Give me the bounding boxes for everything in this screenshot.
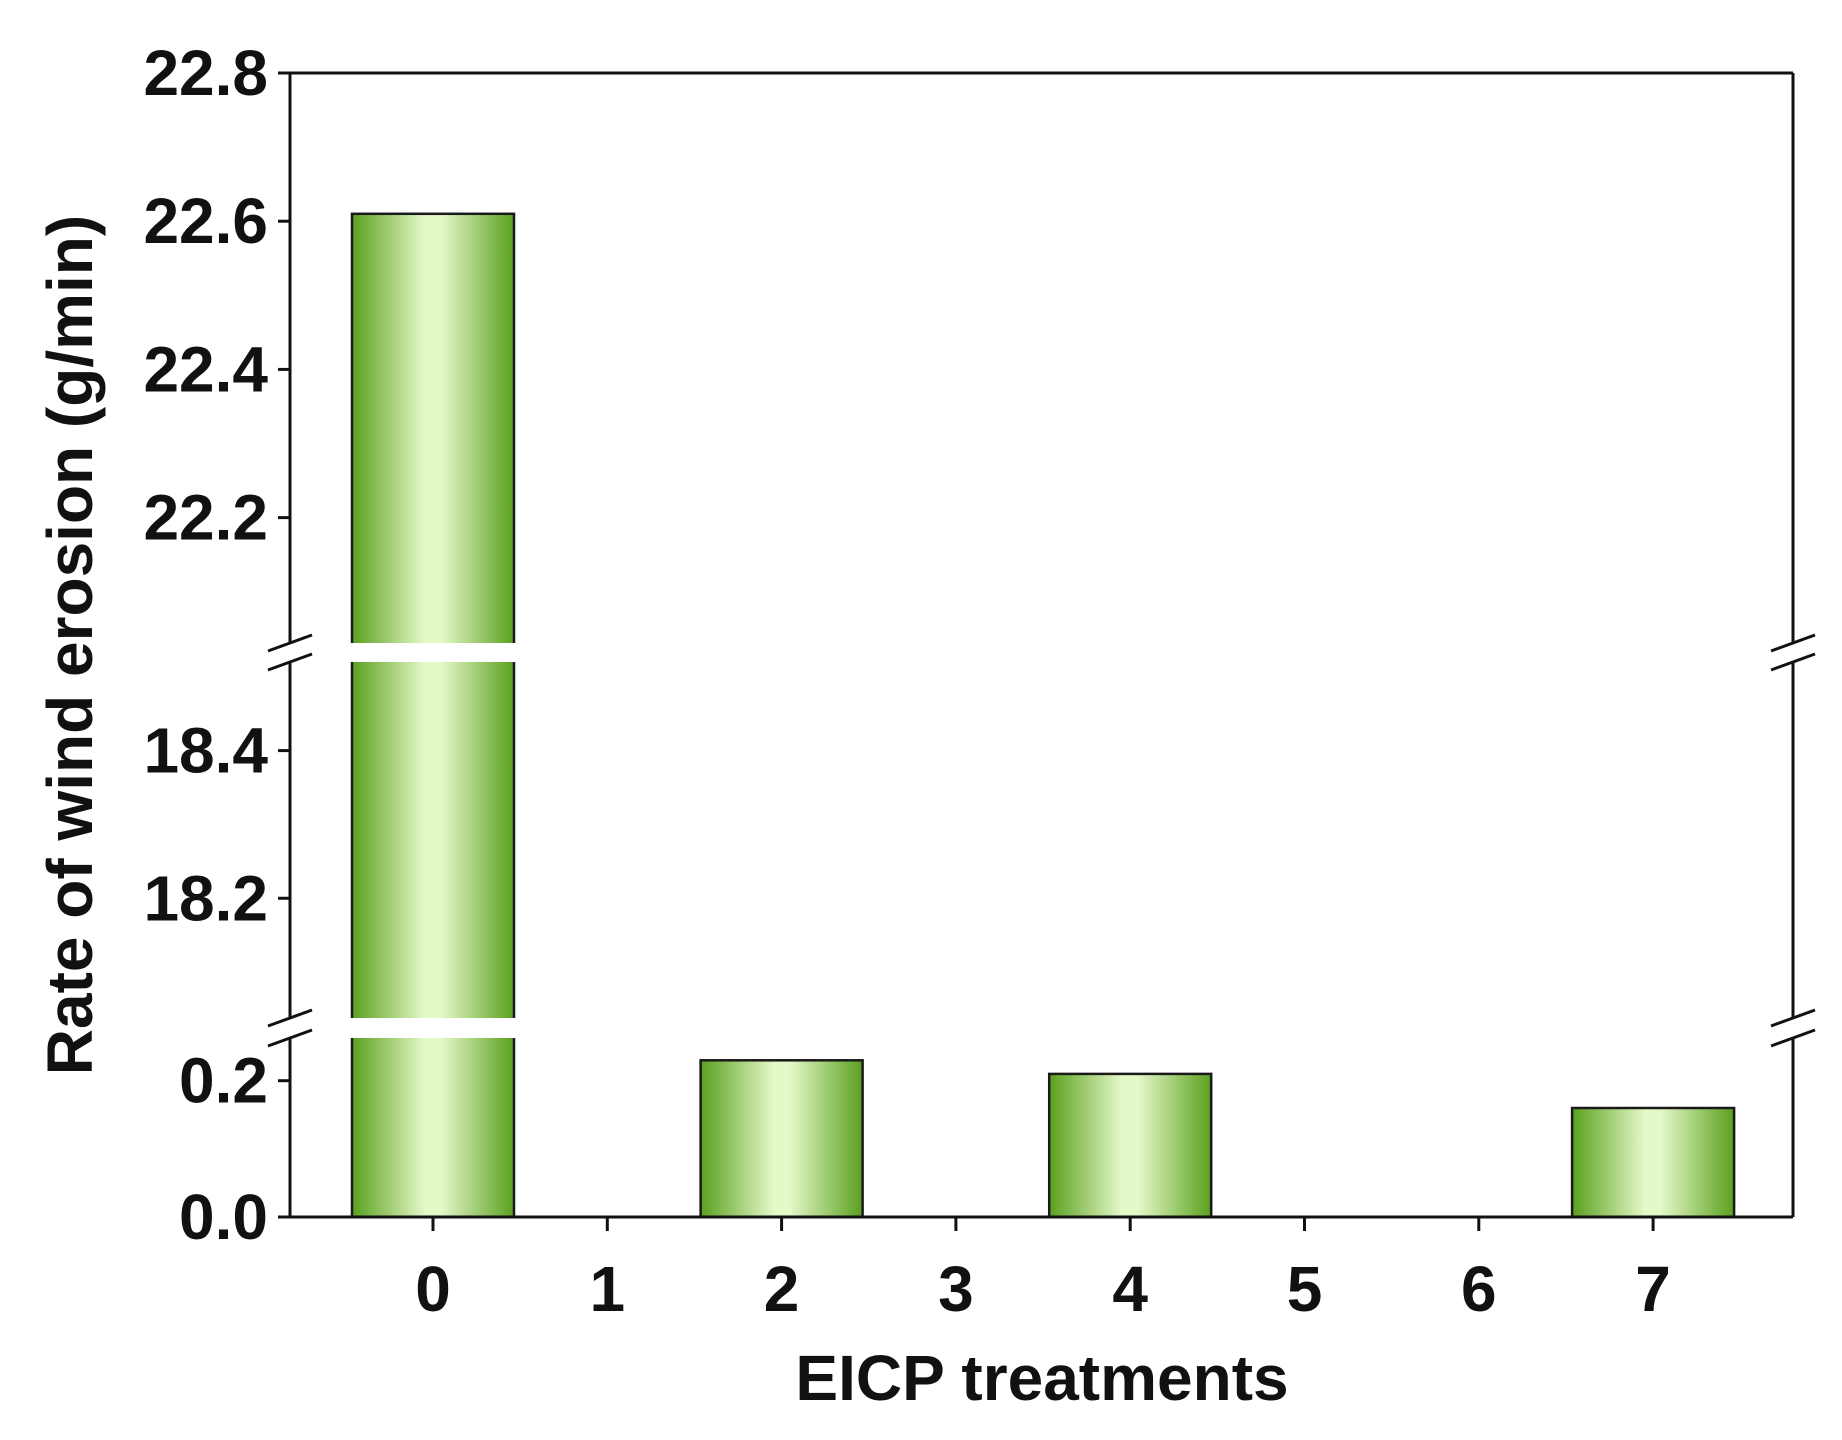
x-axis-title: EICP treatments [795, 1342, 1288, 1414]
axis-break-upper-mark-right-a [1770, 633, 1816, 653]
axes-layer [267, 71, 1816, 1231]
y-axis-title: Rate of wind erosion (g/min) [34, 215, 106, 1075]
x-tick-label-5: 5 [1287, 1253, 1323, 1325]
x-tick-label-0: 0 [415, 1253, 451, 1325]
x-tick-label-1: 1 [590, 1253, 626, 1325]
x-tick-label-6: 6 [1461, 1253, 1497, 1325]
axis-break-upper-gap [260, 643, 1823, 662]
axis-break-upper-mark-right-b [1770, 652, 1816, 672]
axis-break-lower-mark-right-a [1770, 1008, 1816, 1028]
bar-2 [699, 1059, 864, 1219]
axis-break-upper-mark-left-a [267, 633, 313, 653]
x-tick-label-2: 2 [764, 1253, 800, 1325]
axis-break-lower-mark-left-a [267, 1008, 313, 1028]
y-tick-label-18.4: 18.4 [143, 715, 268, 787]
labels-layer: EICP treatments Rate of wind erosion (g/… [34, 37, 1671, 1414]
y-tick-label-22.4: 22.4 [143, 333, 268, 405]
x-tick-label-4: 4 [1112, 1253, 1148, 1325]
y-tick-label-22.2: 22.2 [143, 482, 268, 554]
y-tick-label-22.6: 22.6 [143, 185, 268, 257]
bar-7 [1570, 1106, 1736, 1219]
axis-break-lower-mark-right-b [1770, 1028, 1816, 1048]
x-tick-label-3: 3 [938, 1253, 974, 1325]
axis-breaks-layer [260, 643, 1823, 1038]
axis-break-upper-mark-left-b [267, 652, 313, 672]
x-tick-label-7: 7 [1635, 1253, 1671, 1325]
axis-break-lower-mark-left-b [267, 1028, 313, 1048]
y-tick-label-22.8: 22.8 [143, 37, 268, 109]
y-tick-label-0.2: 0.2 [179, 1045, 268, 1117]
bars-layer [350, 212, 1736, 1219]
y-tick-label-18.2: 18.2 [143, 862, 268, 934]
bar-0 [350, 212, 516, 1219]
y-tick-label-0.0: 0.0 [179, 1181, 268, 1253]
axis-break-lower-gap [260, 1018, 1823, 1038]
bar-4 [1047, 1072, 1213, 1219]
